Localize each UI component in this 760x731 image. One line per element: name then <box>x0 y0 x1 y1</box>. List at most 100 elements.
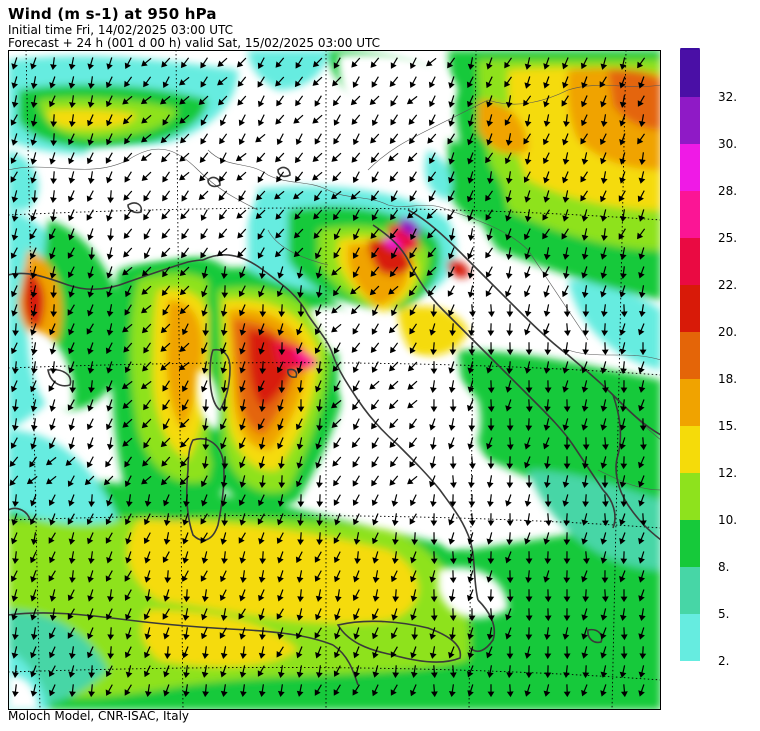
wind-arrow <box>198 95 209 105</box>
wind-arrow <box>486 437 493 450</box>
wind-arrow <box>162 76 170 89</box>
wind-arrow <box>274 247 285 258</box>
wind-arrow <box>67 190 75 203</box>
wind-arrow <box>524 513 532 527</box>
wind-arrow <box>276 133 284 146</box>
wind-arrow <box>524 494 532 507</box>
wind-arrow <box>506 513 514 527</box>
wind-arrow <box>468 475 475 489</box>
wind-arrow <box>390 570 398 583</box>
wind-arrow <box>162 114 170 126</box>
wind-arrow <box>297 380 304 394</box>
wind-arrow <box>105 133 113 146</box>
wind-arrow <box>581 152 589 165</box>
wind-arrow <box>295 475 303 488</box>
wind-arrow <box>257 494 265 507</box>
wind-arrow <box>637 190 645 203</box>
wind-arrow <box>427 133 437 144</box>
wind-arrow <box>350 95 361 106</box>
wind-arrow <box>333 646 341 659</box>
wind-arrow <box>333 209 342 221</box>
wind-arrow <box>448 418 456 431</box>
wind-arrow <box>201 646 209 660</box>
wind-arrow <box>352 209 360 222</box>
wind-arrow <box>276 95 284 107</box>
wind-arrow <box>315 304 322 317</box>
wind-arrow <box>619 532 626 545</box>
wind-arrow <box>255 133 266 143</box>
wind-arrow <box>524 532 531 545</box>
wind-arrow <box>259 304 267 318</box>
wind-arrow <box>352 418 360 431</box>
forecast-valid-label: Forecast + 24 h (001 d 00 h) valid Sat, … <box>8 36 381 50</box>
wind-arrow <box>332 76 342 87</box>
wind-arrow <box>333 285 342 297</box>
wind-arrow <box>468 323 475 337</box>
wind-arrow <box>200 570 208 582</box>
wind-arrow <box>163 684 170 697</box>
wind-arrow <box>220 665 227 678</box>
wind-arrow <box>30 209 37 222</box>
wind-arrow <box>543 114 551 127</box>
wind-arrow <box>144 570 151 583</box>
wind-arrow <box>30 665 37 678</box>
wind-arrow <box>371 475 379 487</box>
wind-arrow <box>88 551 95 565</box>
wind-arrow <box>562 361 569 374</box>
wind-arrow <box>297 399 305 413</box>
wind-arrow <box>239 646 247 660</box>
wind-arrow <box>619 152 626 165</box>
wind-arrow <box>524 190 531 203</box>
wind-arrow <box>122 399 133 409</box>
wind-arrow <box>619 513 626 526</box>
wind-arrow <box>106 114 113 127</box>
wind-arrow <box>68 646 76 660</box>
wind-arrow <box>449 456 457 470</box>
colorbar-box <box>680 473 700 520</box>
wind-arrow <box>638 399 645 412</box>
wind-arrow <box>179 342 190 352</box>
wind-arrow <box>581 380 589 393</box>
wind-arrow <box>619 665 627 678</box>
wind-arrow <box>486 532 494 545</box>
wind-arrow <box>239 589 246 602</box>
wind-arrow <box>219 114 227 127</box>
wind-arrow <box>390 646 398 658</box>
wind-arrow <box>333 437 342 449</box>
wind-arrow <box>371 684 379 697</box>
wind-arrow <box>448 76 455 89</box>
wind-arrow <box>87 76 95 90</box>
wind-arrow <box>600 646 607 659</box>
wind-arrow <box>449 570 457 584</box>
wind-arrow <box>88 380 95 394</box>
wind-arrow <box>448 171 455 184</box>
wind-arrow <box>523 171 531 183</box>
wind-arrow <box>505 551 512 564</box>
wind-arrow <box>506 361 514 375</box>
wind-arrow <box>448 361 455 374</box>
wind-arrow <box>144 684 152 698</box>
wind-arrow <box>11 589 19 602</box>
wind-arrow <box>486 665 494 679</box>
wind-arrow <box>524 152 532 165</box>
wind-field-plot <box>8 50 661 710</box>
wind-arrow <box>182 684 190 698</box>
wind-arrow <box>200 532 208 544</box>
wind-arrow <box>449 608 457 622</box>
wind-arrow <box>638 323 645 336</box>
wind-arrow <box>239 418 246 431</box>
colorbar-label: 20. <box>718 325 737 339</box>
wind-arrow <box>11 513 18 526</box>
wind-arrow <box>370 190 380 202</box>
wind-arrow <box>88 247 96 261</box>
wind-arrow <box>86 456 94 468</box>
wind-arrow <box>87 399 94 412</box>
wind-arrow <box>563 551 571 565</box>
wind-arrow <box>278 342 286 356</box>
wind-arrow <box>371 608 379 621</box>
wind-arrow <box>600 684 607 697</box>
wind-arrow <box>256 152 266 163</box>
wind-arrow <box>408 285 418 297</box>
wind-arrow <box>121 380 133 390</box>
wind-arrow <box>562 133 569 146</box>
